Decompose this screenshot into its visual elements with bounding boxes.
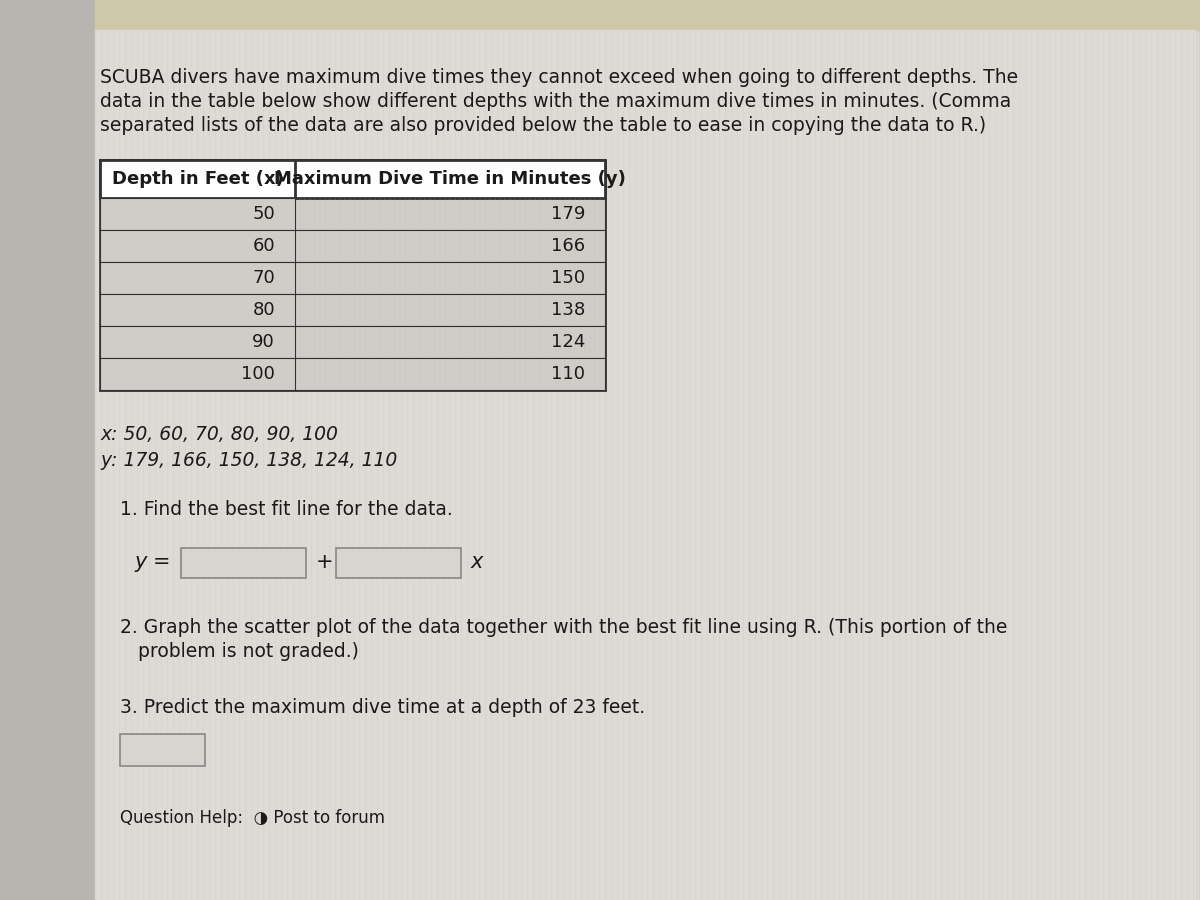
Text: separated lists of the data are also provided below the table to ease in copying: separated lists of the data are also pro…: [100, 116, 986, 135]
Text: 70: 70: [252, 269, 275, 287]
Text: problem is not graded.): problem is not graded.): [120, 642, 359, 661]
Text: +: +: [316, 552, 334, 572]
Bar: [336, 548, 461, 578]
Text: y: 179, 166, 150, 138, 124, 110: y: 179, 166, 150, 138, 124, 110: [100, 451, 397, 470]
Text: 138: 138: [551, 301, 586, 319]
Bar: [100, 294, 605, 326]
Bar: [181, 548, 306, 578]
Bar: [100, 160, 605, 390]
Bar: [100, 160, 605, 198]
Bar: [100, 326, 295, 358]
Text: 124: 124: [551, 333, 586, 351]
Bar: [100, 230, 605, 262]
Bar: [100, 198, 605, 230]
Text: 2. Graph the scatter plot of the data together with the best fit line using R. (: 2. Graph the scatter plot of the data to…: [120, 618, 1007, 637]
Text: 60: 60: [252, 237, 275, 255]
Text: Maximum Dive Time in Minutes (y): Maximum Dive Time in Minutes (y): [274, 170, 626, 188]
Text: 179: 179: [551, 205, 586, 223]
Text: 80: 80: [252, 301, 275, 319]
Text: Depth in Feet (x): Depth in Feet (x): [112, 170, 283, 188]
Text: SCUBA divers have maximum dive times they cannot exceed when going to different : SCUBA divers have maximum dive times the…: [100, 68, 1018, 87]
Bar: [100, 262, 605, 294]
Bar: [100, 358, 605, 390]
Bar: [100, 358, 295, 390]
Bar: [0, 0, 95, 900]
Bar: [100, 160, 295, 198]
Bar: [100, 262, 295, 294]
Bar: [100, 294, 295, 326]
Bar: [120, 734, 205, 766]
Bar: [100, 230, 295, 262]
Bar: [100, 326, 605, 358]
Text: x: 50, 60, 70, 80, 90, 100: x: 50, 60, 70, 80, 90, 100: [100, 425, 338, 444]
Text: 3. Predict the maximum dive time at a depth of 23 feet.: 3. Predict the maximum dive time at a de…: [120, 698, 646, 717]
Text: 100: 100: [241, 365, 275, 383]
Bar: [100, 198, 295, 230]
Text: y =: y =: [134, 552, 172, 572]
Text: 90: 90: [252, 333, 275, 351]
Bar: [95, 0, 1200, 30]
Text: Question Help:  ◑ Post to forum: Question Help: ◑ Post to forum: [120, 809, 385, 827]
Text: 110: 110: [551, 365, 586, 383]
Text: data in the table below show different depths with the maximum dive times in min: data in the table below show different d…: [100, 92, 1012, 111]
Text: 166: 166: [551, 237, 586, 255]
Text: 150: 150: [551, 269, 586, 287]
Text: 1. Find the best fit line for the data.: 1. Find the best fit line for the data.: [120, 500, 452, 519]
Text: 50: 50: [252, 205, 275, 223]
Text: x: x: [470, 552, 484, 572]
